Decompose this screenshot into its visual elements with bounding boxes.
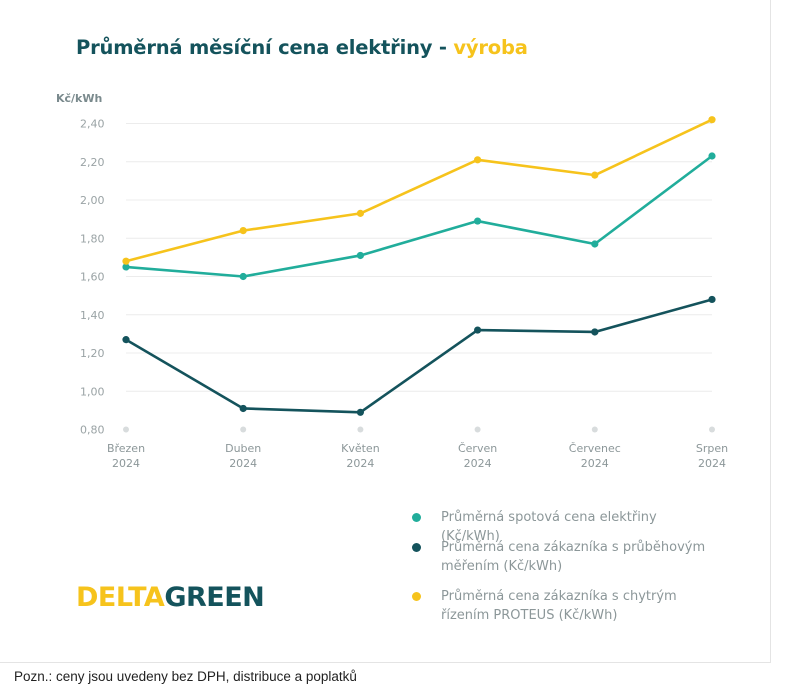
data-point-metered	[591, 328, 599, 336]
data-point-proteus	[591, 171, 599, 179]
y-tick-label: 1,80	[80, 232, 105, 245]
legend-dot-proteus	[412, 592, 421, 601]
x-tick-label: Březen	[107, 442, 145, 455]
x-tick-label: Červenec	[569, 442, 621, 455]
data-point-metered	[239, 404, 247, 413]
chart-card: Průměrná měsíční cena elektřiny - výroba…	[0, 0, 771, 663]
legend-label-metered-1: Průměrná cena zákazníka s průběhovým	[441, 540, 706, 555]
series-line-spot	[124, 154, 714, 278]
x-axis-tick-dot	[474, 426, 481, 433]
y-tick-label: 0,80	[80, 424, 105, 437]
line-chart: Kč/kWh 0,80 1,00 1,20 1,40 1,60 1,80 2,00 2,20 2,…	[56, 92, 728, 470]
x-tick-label: Duben	[225, 442, 261, 455]
y-tick-label: 1,20	[80, 347, 105, 360]
x-tick-year: 2024	[698, 457, 726, 470]
legend-item-metered: Průměrná cena zákazníka s průběhovým měře…	[412, 538, 711, 576]
title-main: Průměrná měsíční cena elektřiny -	[76, 36, 447, 59]
data-point-proteus	[474, 156, 482, 164]
data-point-spot	[356, 251, 364, 260]
series-line-proteus	[124, 118, 714, 263]
legend-label-proteus-2: řízením PROTEUS (Kč/kWh)	[441, 608, 618, 623]
x-axis-tick-dot	[240, 426, 247, 433]
y-tick-label: 2,20	[80, 156, 105, 169]
x-tick-label: Květen	[341, 442, 380, 455]
logo-part-green: GREEN	[164, 582, 265, 613]
x-tick-year: 2024	[464, 457, 492, 470]
y-tick-label: 2,40	[80, 118, 105, 131]
x-tick-year: 2024	[581, 457, 609, 470]
legend-label-proteus-1: Průměrná cena zákazníka s chytrým	[441, 589, 677, 604]
y-tick-label: 2,00	[80, 194, 105, 207]
legend-label-metered-2: měřením (Kč/kWh)	[441, 559, 563, 574]
y-axis-unit-label: Kč/kWh	[56, 92, 102, 105]
logo-part-delta: DELTA	[76, 582, 165, 613]
data-point-spot	[239, 272, 247, 281]
y-tick-label: 1,60	[80, 271, 105, 284]
footnote: Pozn.: ceny jsou uvedeny bez DPH, distri…	[14, 669, 357, 684]
x-tick-year: 2024	[112, 457, 140, 470]
y-tick-label: 1,40	[80, 309, 105, 322]
title-accent: výroba	[453, 36, 528, 59]
legend-dot-metered	[412, 543, 421, 552]
x-tick-label: Srpen	[696, 442, 728, 455]
x-tick-label: Červen	[458, 442, 497, 455]
series-line-metered	[124, 298, 714, 414]
data-point-spot	[474, 217, 482, 225]
legend-dot-spot	[412, 513, 421, 522]
x-axis-tick-dot	[357, 426, 364, 433]
legend-item-spot: Průměrná spotová cena elektřiny (Kč/kWh)	[412, 508, 711, 546]
data-point-proteus	[122, 257, 130, 265]
data-point-metered	[356, 408, 364, 416]
data-point-metered	[708, 295, 716, 304]
data-point-proteus	[708, 116, 716, 124]
x-tick-year: 2024	[229, 457, 257, 470]
legend-item-proteus: Průměrná cena zákazníka s chytrým řízením…	[412, 587, 711, 625]
data-point-spot	[591, 240, 599, 248]
y-tick-label: 1,00	[80, 385, 105, 398]
data-point-proteus	[239, 227, 247, 235]
deltagreen-logo: DELTAGREEN	[76, 582, 265, 613]
x-axis-tick-dot	[709, 426, 715, 433]
data-point-spot	[122, 263, 130, 271]
x-axis-tick-dot	[123, 426, 129, 433]
legend-label-spot: Průměrná spotová cena elektřiny (Kč/kWh)	[441, 510, 657, 544]
chart-title: Průměrná měsíční cena elektřiny - výroba	[76, 36, 528, 59]
data-point-metered	[474, 326, 482, 334]
x-axis-tick-dot	[591, 426, 598, 433]
data-point-spot	[708, 152, 716, 160]
data-point-proteus	[356, 209, 364, 217]
data-point-metered	[122, 336, 130, 344]
x-tick-year: 2024	[346, 457, 374, 470]
